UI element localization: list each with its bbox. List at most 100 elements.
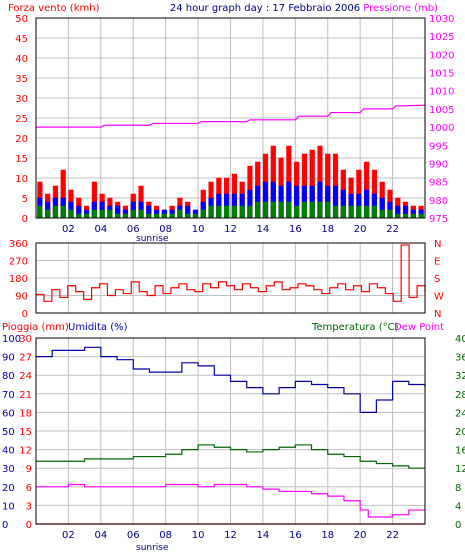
compass-y-tick: W — [434, 292, 444, 303]
temperature-y-tick: 12 — [455, 464, 465, 475]
wind-low-bar — [231, 205, 237, 219]
temperature-x-tick: 20 — [354, 530, 367, 541]
pressure-y-tick: 985 — [429, 178, 448, 189]
pressure-axis-title: Pressione (mb) — [363, 3, 438, 14]
wind-low-bar — [99, 209, 105, 219]
wind-axis-title: Forza vento (kmh) — [8, 3, 100, 14]
wind-pressure-x-tick: 10 — [192, 224, 205, 235]
pressure-y-tick: 990 — [429, 159, 448, 170]
temperature-y-tick: 28 — [455, 390, 465, 401]
wind-low-bar — [387, 209, 393, 219]
pressure-y-tick: 995 — [429, 141, 448, 152]
temperature-y-tick: 24 — [455, 408, 465, 419]
wind-pressure-x-tick: 22 — [386, 224, 399, 235]
wind-pressure-x-tick: 20 — [354, 224, 367, 235]
humidity-y-tick: 30 — [19, 334, 32, 345]
temperature-plot-frame — [35, 337, 426, 525]
direction-y-tick: 360 — [9, 239, 28, 250]
wind-y-tick: 0 — [22, 214, 28, 225]
humidity-y-tick: 18 — [19, 408, 32, 419]
temperature-y-tick: 4 — [455, 501, 461, 512]
wind-low-bar — [247, 205, 253, 219]
temperature-axis-title: Temperatura (°C) — [311, 322, 399, 333]
rain-y-tick: 0 — [2, 520, 8, 531]
wind-low-bar — [294, 205, 300, 219]
wind-low-bar — [224, 205, 230, 219]
direction-y-tick: 90 — [15, 292, 28, 303]
temperature-x-tick: 14 — [257, 530, 270, 541]
compass-y-tick: N — [434, 309, 441, 320]
wind-pressure-x-tick: 06 — [127, 224, 140, 235]
pressure-y-tick: 975 — [429, 214, 448, 225]
wind-low-bar — [45, 209, 51, 219]
rain-y-tick: 30 — [2, 464, 15, 475]
direction-y-tick: 180 — [9, 274, 28, 285]
wind-low-bar — [146, 213, 152, 219]
pressure-y-tick: 1015 — [429, 69, 454, 80]
dewpoint-axis-title: Dew Point — [394, 322, 444, 333]
humidity-y-tick: 24 — [19, 371, 32, 382]
wind-low-bar — [286, 201, 292, 219]
wind-low-bar — [60, 205, 66, 219]
pressure-y-tick: 1005 — [429, 105, 454, 116]
pressure-y-tick: 1010 — [429, 87, 454, 98]
pressure-y-tick: 1025 — [429, 32, 454, 43]
wind-y-tick: 25 — [15, 114, 28, 125]
rain-y-tick: 60 — [2, 408, 15, 419]
wind-low-bar — [371, 205, 378, 219]
wind-y-tick: 40 — [15, 54, 28, 65]
wind-low-bar — [76, 213, 82, 219]
compass-y-tick: N — [434, 239, 441, 250]
wind-low-bar — [255, 201, 261, 219]
wind-low-bar — [348, 205, 354, 219]
wind-pressure-x-tick: 04 — [94, 224, 107, 235]
temperature-y-tick: 20 — [455, 427, 465, 438]
humidity-y-tick: 9 — [26, 464, 32, 475]
wind-low-bar — [379, 209, 385, 219]
temperature-x-tick: 02 — [62, 530, 75, 541]
humidity-y-tick: 3 — [26, 501, 32, 512]
wind-low-bar — [200, 209, 206, 219]
wind-low-bar — [177, 209, 183, 219]
wind-low-bar — [192, 213, 199, 219]
humidity-y-tick: 15 — [19, 427, 32, 438]
humidity-y-tick: 6 — [26, 483, 32, 494]
wind-low-bar — [325, 201, 331, 219]
wind-y-tick: 30 — [15, 94, 28, 105]
rain-y-tick: 90 — [2, 353, 15, 364]
chart-title: 24 hour graph day : 17 Febbraio 2006 — [170, 3, 360, 14]
compass-y-tick: E — [434, 257, 440, 268]
humidity-axis-title: Umidita (%) — [68, 322, 128, 333]
sunrise-label-bottom: sunrise — [136, 543, 169, 553]
temperature-y-tick: 0 — [455, 520, 461, 531]
humidity-y-tick: 0 — [26, 520, 32, 531]
wind-low-bar — [410, 213, 416, 219]
rain-y-tick: 10 — [2, 501, 15, 512]
wind-low-bar — [402, 213, 409, 219]
temperature-y-tick: 40 — [455, 334, 465, 345]
wind-y-tick: 20 — [15, 134, 28, 145]
temperature-x-tick: 08 — [159, 530, 172, 541]
humidity-y-tick: 12 — [19, 446, 32, 457]
temperature-y-tick: 16 — [455, 446, 465, 457]
compass-y-tick: S — [434, 274, 440, 285]
rain-y-tick: 80 — [2, 371, 15, 382]
wind-low-bar — [83, 213, 90, 219]
wind-y-tick: 5 — [22, 194, 28, 205]
wind-low-bar — [115, 213, 121, 219]
wind-direction-line — [36, 244, 426, 302]
wind-low-bar — [138, 209, 144, 219]
temperature-x-tick: 10 — [192, 530, 205, 541]
rain-y-tick: 70 — [2, 390, 15, 401]
direction-y-tick: 270 — [9, 257, 28, 268]
rain-y-tick: 40 — [2, 446, 15, 457]
wind-low-bar — [68, 209, 74, 219]
wind-low-bar — [216, 205, 222, 219]
temperature-x-tick: 22 — [386, 530, 399, 541]
temperature-line — [36, 444, 425, 469]
wind-low-bar — [130, 209, 136, 219]
temperature-x-tick: 04 — [94, 530, 107, 541]
temperature-y-tick: 8 — [455, 483, 461, 494]
wind-pressure-x-tick: 14 — [257, 224, 270, 235]
